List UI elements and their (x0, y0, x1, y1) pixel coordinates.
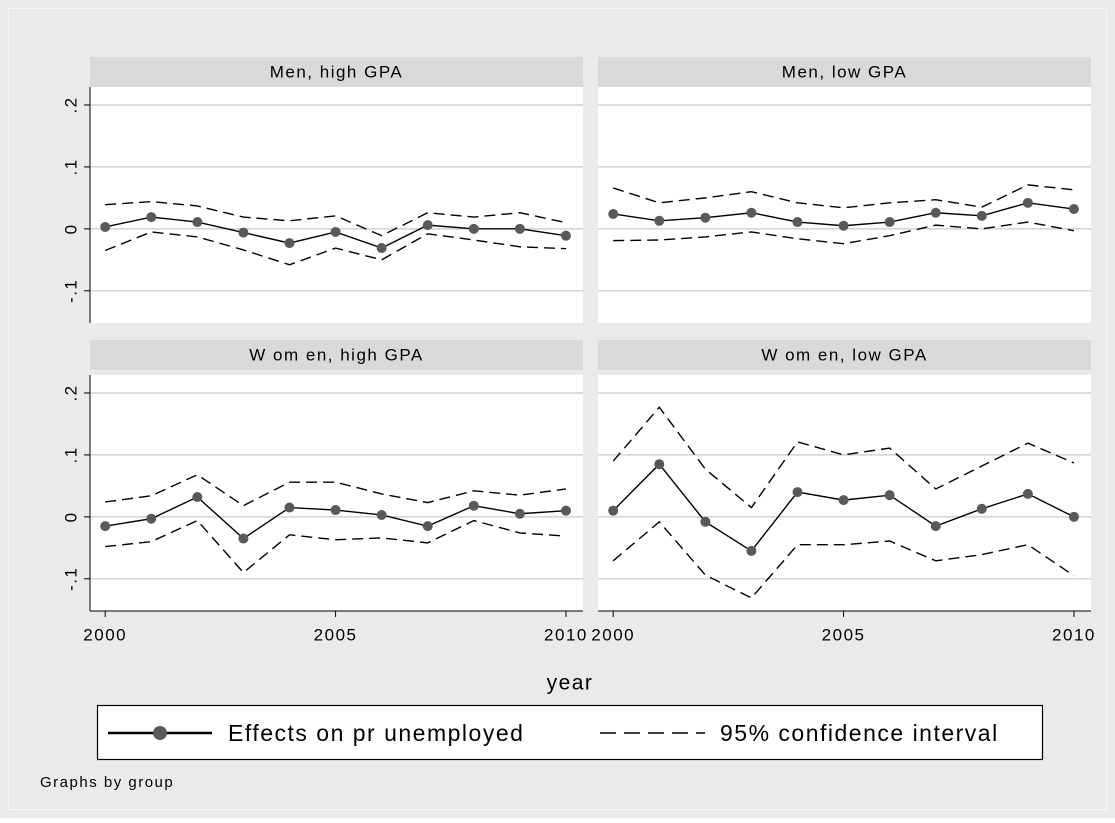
effect-marker (284, 502, 295, 513)
effect-marker (514, 223, 525, 234)
effect-marker (700, 212, 711, 223)
effect-marker (192, 217, 203, 228)
effect-marker (654, 215, 665, 226)
panel-title: W om en, low GPA (761, 345, 927, 364)
plot-area (90, 375, 583, 611)
plot-area (90, 87, 583, 323)
legend-box (96, 704, 1044, 761)
panel-header (598, 340, 1091, 370)
effect-marker (930, 521, 941, 532)
panel-title: Men, low GPA (782, 62, 907, 81)
y-tick-label: .1 (61, 446, 80, 463)
effect-marker (976, 503, 987, 514)
x-tick-label: 2000 (591, 625, 635, 644)
effect-marker (884, 217, 895, 228)
legend-label: Effects on pr unemployed (228, 720, 524, 746)
y-tick-label: .2 (61, 384, 80, 401)
effect-marker (654, 459, 665, 470)
effect-marker (746, 545, 757, 556)
effect-marker (376, 243, 387, 254)
ci-lower-line (104, 231, 566, 266)
effect-marker (330, 505, 341, 516)
effect-marker (376, 509, 387, 520)
y-tick-label: 0 (61, 511, 80, 522)
effect-marker (838, 220, 849, 231)
y-tick-label: .2 (61, 96, 80, 113)
ci-upper-line (105, 200, 567, 237)
effect-marker (608, 505, 619, 516)
effect-marker (838, 495, 849, 506)
effect-marker (560, 505, 571, 516)
x-tick-label: 2000 (83, 625, 127, 644)
x-axis-title: year (547, 672, 594, 695)
effect-marker (284, 238, 295, 249)
effect-marker (514, 508, 525, 519)
legend-label: 95% confidence interval (720, 720, 999, 746)
effect-marker (238, 227, 249, 238)
effect-marker (560, 230, 571, 241)
ci-upper-line (612, 406, 1075, 509)
y-tick-label: 0 (61, 223, 80, 234)
ci-upper-line (612, 184, 1075, 209)
effect-marker (146, 212, 157, 223)
outer-border (8, 8, 1107, 810)
panel-header (90, 340, 583, 370)
effect-marker (100, 521, 111, 532)
effect-marker (1022, 488, 1033, 499)
panel-title: W om en, high GPA (249, 345, 423, 364)
panel-header (90, 57, 583, 87)
y-tick-label: -.1 (61, 567, 80, 591)
ci-lower-line (612, 520, 1075, 599)
effect-marker (792, 217, 803, 228)
ci-lower-line (613, 221, 1075, 245)
plot-area (598, 87, 1091, 323)
x-tick-label: 2010 (1052, 625, 1096, 644)
effect-marker (238, 533, 249, 544)
effect-marker (884, 490, 895, 501)
effect-marker (1068, 511, 1079, 522)
effect-marker (468, 223, 479, 234)
effect-marker (422, 220, 433, 231)
plot-area (598, 375, 1091, 611)
effect-marker (1068, 204, 1079, 215)
effect-marker (1022, 197, 1033, 208)
effect-marker (976, 210, 987, 221)
effect-marker (608, 208, 619, 219)
effect-marker (792, 487, 803, 498)
effect-marker (330, 226, 341, 237)
effect-marker (192, 492, 203, 503)
effect-marker (422, 521, 433, 532)
x-tick-label: 2005 (822, 625, 866, 644)
panel-header (598, 57, 1091, 87)
effect-marker (146, 513, 157, 524)
panel-title: Men, high GPA (270, 62, 404, 81)
legend-marker (153, 726, 167, 740)
effect-marker (468, 500, 479, 511)
effect-marker (746, 207, 757, 218)
effect-marker (930, 207, 941, 218)
y-tick-label: .1 (61, 158, 80, 175)
y-tick-label: -.1 (61, 279, 80, 303)
effect-marker (100, 221, 111, 232)
ci-lower-line (105, 519, 566, 574)
effect-marker (700, 516, 711, 527)
x-tick-label: 2005 (314, 625, 358, 644)
x-tick-label: 2010 (544, 625, 588, 644)
note: Graphs by group (40, 774, 174, 791)
